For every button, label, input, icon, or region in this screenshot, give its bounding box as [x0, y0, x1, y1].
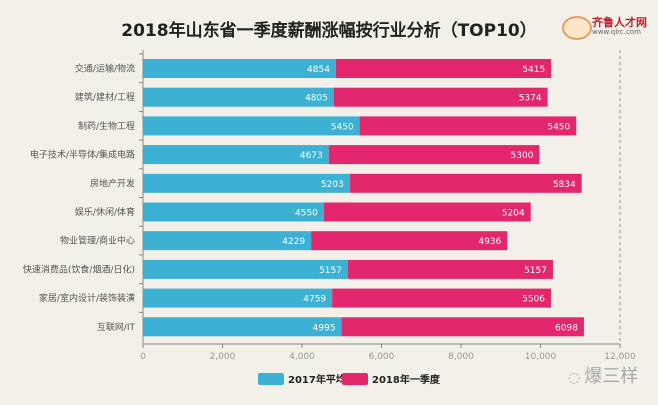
data-label: 5834 [553, 180, 576, 190]
data-label: 5157 [524, 266, 547, 276]
category-label: 物业管理/商业中心 [60, 235, 135, 247]
data-label: 5506 [522, 295, 545, 305]
logo: 齐鲁人才网 www.qlrc.com [560, 14, 656, 40]
bar-2018q1 [347, 259, 553, 279]
watermark: ◌ 爆三样 [568, 362, 638, 388]
data-label: 6098 [555, 323, 578, 333]
bar-2017avg [143, 116, 360, 136]
data-label: 5450 [547, 122, 570, 132]
data-label: 4759 [303, 295, 326, 305]
legend-swatch [258, 373, 284, 385]
bar-2018q1 [335, 59, 552, 78]
bar-2017avg [143, 231, 312, 251]
category-label: 房地产开发 [90, 177, 135, 189]
x-tick-label: 12,000 [604, 352, 636, 362]
data-label: 5204 [502, 209, 525, 219]
x-tick-label: 6,000 [369, 352, 395, 362]
x-tick-label: 8,000 [448, 352, 474, 362]
bar-2018q1 [328, 145, 540, 165]
data-label: 5203 [321, 180, 344, 190]
bar-2017avg [143, 317, 342, 337]
category-label: 娱乐/休闲/体育 [75, 206, 135, 218]
category-label: 家居/室内设计/装饰装潢 [39, 292, 135, 304]
data-label: 5157 [319, 266, 342, 276]
category-label: 制药/生物工程 [78, 120, 135, 132]
data-label: 4673 [300, 151, 323, 161]
bar-2017avg [143, 202, 324, 222]
bar-2017avg [143, 173, 350, 193]
data-label: 5300 [511, 151, 534, 161]
bar-2018q1 [349, 173, 582, 193]
category-label: 建筑/建材/工程 [75, 91, 135, 103]
chart-title: 2018年山东省一季度薪酬涨幅按行业分析（TOP10） [121, 21, 537, 41]
data-label: 4550 [295, 209, 318, 219]
bar-2017avg [143, 288, 333, 308]
bar-2018q1 [323, 202, 531, 222]
bar-2017avg [143, 259, 348, 279]
data-label: 5415 [522, 65, 545, 75]
x-tick-label: 0 [140, 352, 146, 362]
data-label: 4805 [305, 94, 328, 104]
watermark-text: 爆三样 [584, 366, 639, 387]
category-label: 快速消费品(饮食/烟酒/日化) [23, 263, 135, 275]
wechat-icon: ◌ [568, 370, 581, 386]
bar-2017avg [143, 87, 334, 107]
bar-2018q1 [311, 231, 508, 251]
x-tick-label: 4,000 [289, 352, 315, 362]
data-label: 4995 [313, 323, 336, 333]
bar-2018q1 [359, 116, 577, 136]
data-label: 4229 [282, 237, 305, 247]
data-label: 5450 [331, 122, 354, 132]
data-label: 5374 [519, 94, 542, 104]
logo-url: www.qlrc.com [592, 28, 641, 36]
frog-logo-icon [562, 16, 592, 40]
legend-label: 2018年一季度 [372, 373, 441, 386]
bar-2018q1 [341, 317, 584, 337]
data-label: 4936 [478, 237, 501, 247]
category-label: 交通/运输/物流 [75, 63, 135, 75]
category-label: 互联网/IT [97, 322, 136, 333]
data-label: 4854 [307, 65, 330, 75]
bar-2018q1 [333, 87, 548, 107]
legend-swatch [342, 373, 368, 385]
x-tick-label: 2,000 [210, 352, 236, 362]
bar-2017avg [143, 145, 329, 165]
bar-2017avg [143, 59, 336, 78]
logo-name: 齐鲁人才网 [592, 16, 647, 29]
x-tick-label: 10,000 [525, 352, 557, 362]
bar-2018q1 [332, 288, 552, 308]
legend-label: 2017年平均 [288, 373, 346, 386]
category-label: 电子技术/半导体/集成电路 [30, 149, 135, 161]
